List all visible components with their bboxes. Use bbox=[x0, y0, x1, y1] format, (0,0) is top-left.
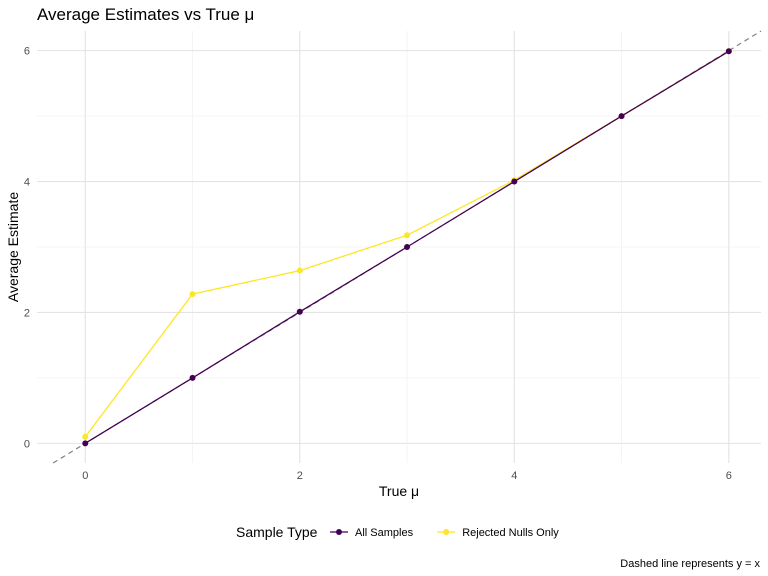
chart-title: Average Estimates vs True μ bbox=[37, 5, 254, 24]
series-layer bbox=[82, 48, 732, 447]
y-tick-label: 6 bbox=[24, 46, 30, 58]
legend-title: Sample Type bbox=[236, 524, 318, 540]
data-point bbox=[189, 374, 196, 381]
x-tick-label: 0 bbox=[82, 470, 88, 482]
data-point bbox=[82, 440, 89, 447]
grid bbox=[37, 31, 761, 463]
legend-label: Rejected Nulls Only bbox=[462, 527, 559, 539]
legend-key-point bbox=[336, 529, 342, 535]
data-point bbox=[404, 232, 411, 239]
legend: Sample Type All Samples Rejected Nulls On… bbox=[236, 524, 559, 540]
x-tick-label: 2 bbox=[297, 470, 303, 482]
legend-key-point bbox=[443, 529, 450, 535]
data-point bbox=[404, 244, 411, 250]
data-point bbox=[296, 308, 303, 315]
legend-label: All Samples bbox=[355, 527, 414, 539]
x-tick-label: 6 bbox=[726, 470, 732, 482]
tick-labels: 0 2 4 6 0 2 4 6 bbox=[24, 46, 732, 482]
caption: Dashed line represents y = x bbox=[620, 558, 760, 570]
x-tick-label: 4 bbox=[511, 470, 517, 482]
y-tick-label: 2 bbox=[24, 307, 30, 319]
data-point bbox=[511, 178, 518, 185]
data-point bbox=[82, 433, 89, 440]
y-axis-label: Average Estimate bbox=[5, 192, 21, 302]
data-point bbox=[618, 113, 625, 120]
data-point bbox=[296, 267, 303, 274]
y-tick-label: 0 bbox=[24, 438, 30, 450]
y-tick-label: 4 bbox=[24, 177, 30, 189]
x-axis-label: True μ bbox=[379, 483, 419, 499]
data-point bbox=[725, 48, 732, 55]
data-point bbox=[189, 291, 196, 298]
